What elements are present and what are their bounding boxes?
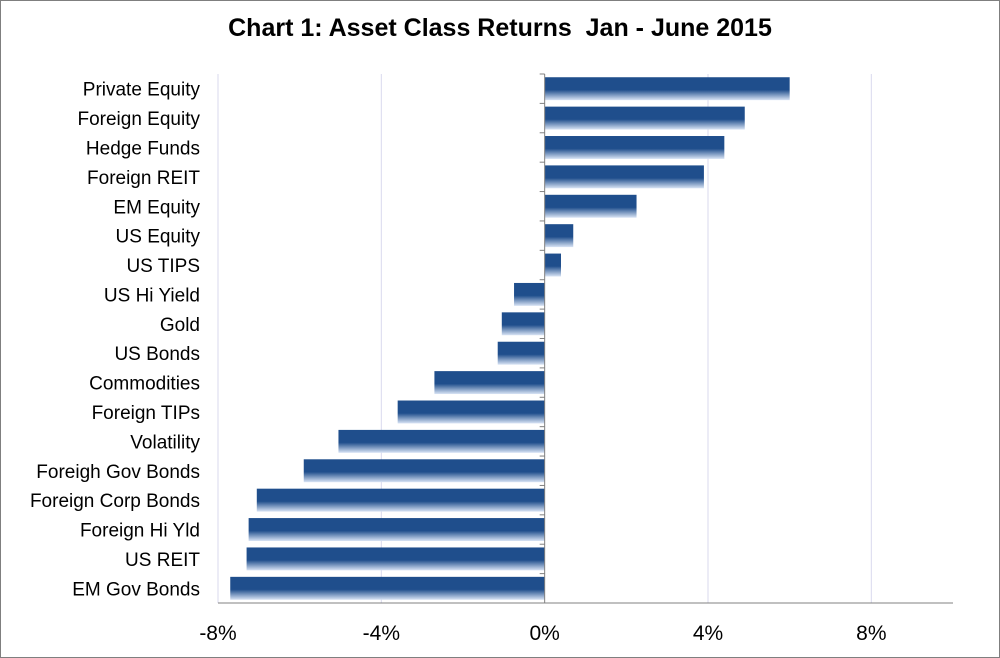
- category-label-6: US TIPS: [126, 256, 200, 277]
- category-label-15: Foreign Hi Yld: [80, 521, 200, 542]
- bar-4: [544, 194, 637, 218]
- bar-16: [246, 547, 545, 571]
- category-label-14: Foreign Corp Bonds: [30, 491, 200, 512]
- bar-11: [397, 400, 545, 424]
- bar-0: [544, 77, 790, 101]
- bar-17: [230, 576, 545, 600]
- x-tick-label-4: 8%: [856, 622, 886, 645]
- category-label-13: Foreigh Gov Bonds: [36, 462, 200, 483]
- category-label-5: US Equity: [116, 227, 201, 248]
- category-label-4: EM Equity: [113, 197, 200, 218]
- bar-6: [544, 253, 561, 277]
- bar-1: [544, 106, 745, 130]
- category-label-7: US Hi Yield: [104, 285, 200, 306]
- x-tick-label-1: -4%: [363, 622, 400, 645]
- category-label-1: Foreign Equity: [77, 109, 200, 130]
- category-label-17: EM Gov Bonds: [72, 579, 200, 600]
- category-label-9: US Bonds: [114, 344, 200, 365]
- bar-3: [544, 165, 704, 189]
- category-label-2: Hedge Funds: [86, 138, 200, 159]
- bar-10: [434, 371, 545, 395]
- bar-9: [497, 341, 545, 365]
- bar-2: [544, 136, 725, 159]
- category-label-12: Volatility: [130, 432, 200, 453]
- bar-14: [256, 488, 545, 512]
- bar-7: [514, 282, 545, 306]
- category-label-10: Commodities: [89, 374, 200, 395]
- tick-labels: -8% -4% 0% 4% 8%: [199, 622, 886, 645]
- category-label-16: US REIT: [125, 550, 200, 571]
- category-label-3: Foreign REIT: [87, 168, 200, 189]
- bar-12: [338, 429, 545, 453]
- x-tick-label-0: -8%: [199, 622, 236, 645]
- category-labels: Private Equity Foreign Equity Hedge Funds F…: [30, 80, 201, 601]
- bars: [230, 77, 790, 600]
- gridlines: [217, 74, 872, 603]
- category-label-11: Foreign TIPs: [92, 403, 200, 424]
- chart-title: Chart 1: Asset Class Returns Jan - June …: [228, 14, 772, 42]
- bar-15: [248, 518, 545, 541]
- x-tick-label-3: 4%: [693, 622, 723, 645]
- bar-13: [303, 459, 545, 483]
- axes: [218, 73, 953, 604]
- bar-8: [501, 312, 545, 336]
- x-tick-label-2: 0%: [529, 622, 559, 645]
- bar-5: [544, 224, 574, 248]
- category-label-0: Private Equity: [83, 80, 201, 101]
- category-label-8: Gold: [160, 315, 200, 336]
